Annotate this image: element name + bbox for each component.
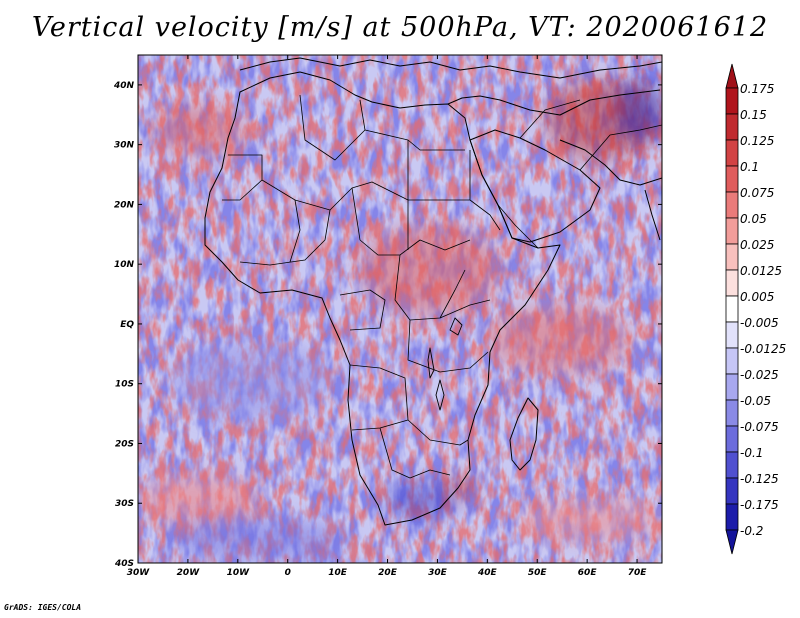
colorbar-swatch [725, 373, 739, 401]
colorbar-swatch [725, 503, 739, 531]
longitude-labels: 30W 20W 10W 0 10E 20E 30E 40E 50E 60E 70E [127, 568, 647, 578]
colorbar-label: 0.025 [740, 238, 774, 252]
india-coast [644, 189, 661, 241]
colorbar-swatch [725, 113, 739, 141]
lon-tick-label: 30W [127, 568, 151, 578]
lon-tick-label: 30E [428, 568, 448, 578]
colorbar-swatch [725, 451, 739, 479]
map-title: Vertical velocity [m/s] at 500hPa, VT: 2… [31, 12, 769, 43]
colorbar-label: 0.15 [740, 108, 767, 122]
lat-tick-label: 40S [114, 559, 134, 569]
descent-regions [170, 80, 662, 562]
lon-tick-label: 60E [578, 568, 598, 578]
lat-tick-label: 40N [113, 81, 135, 91]
persian-gulf [559, 139, 662, 186]
colorbar-swatch [725, 399, 739, 427]
colorbar-swatch [725, 477, 739, 505]
lakes [427, 317, 463, 411]
red-sea-coast [447, 89, 661, 116]
colorbar-swatch [725, 217, 739, 245]
lat-tick-label: 10N [114, 260, 135, 270]
colorbar-bottom-arrow [725, 529, 739, 555]
colorbar-swatch [725, 139, 739, 167]
colorbar-swatch [725, 87, 739, 115]
colorbar-swatch [725, 425, 739, 453]
colorbar-label: 0.1 [740, 160, 759, 174]
colorbar-label: -0.2 [740, 524, 763, 538]
colorbar-label: -0.125 [740, 472, 779, 486]
mediterranean-north [239, 57, 662, 79]
colorbar-swatch [725, 165, 739, 193]
colorbar-label: -0.05 [740, 394, 771, 408]
lat-tick-label: 20N [114, 200, 135, 210]
colorbar-swatch [725, 191, 739, 219]
colorbar-label: 0.0125 [740, 264, 782, 278]
latitude-labels: 40N 30N 20N 10N EQ 10S 20S 30S 40S [113, 81, 135, 569]
lon-tick-label: 70E [628, 568, 648, 578]
colorbar-swatch [725, 295, 739, 323]
country-borders [222, 94, 662, 479]
colorbar-label: 0.175 [740, 82, 774, 96]
lon-tick-label: 20E [378, 568, 398, 578]
colorbar-label: -0.1 [740, 446, 763, 460]
colorbar-label: 0.005 [740, 290, 774, 304]
lat-tick-label: EQ [120, 320, 134, 330]
colorbar-label: 0.075 [740, 186, 774, 200]
colorbar-swatch [725, 321, 739, 349]
colorbar-label: 0.125 [740, 134, 774, 148]
axis-ticks [137, 55, 662, 564]
colorbar-label: -0.175 [740, 498, 779, 512]
ascent-regions [140, 80, 660, 540]
colorbar-swatch [725, 243, 739, 271]
lat-tick-label: 10S [115, 380, 134, 390]
colorbar-label: -0.075 [740, 420, 779, 434]
colorbar-label: -0.005 [740, 316, 779, 330]
lon-tick-label: 10E [328, 568, 348, 578]
lat-tick-label: 30N [114, 141, 135, 151]
colorbar-label: -0.0125 [740, 342, 786, 356]
plot-frame [137, 54, 663, 564]
lat-tick-label: 30S [115, 499, 134, 509]
madagascar [509, 397, 539, 471]
lon-tick-label: 40E [477, 568, 498, 578]
colorbar-swatch [725, 269, 739, 297]
velocity-field [138, 55, 662, 563]
coastlines-and-borders [204, 57, 662, 526]
africa-coastline [204, 71, 561, 526]
lon-tick-label: 10W [227, 568, 251, 578]
colorbar-label: -0.025 [740, 368, 779, 382]
map-figure: 30W 20W 10W 0 10E 20E 30E 40E 50E 60E 70E 40N 30N 20… [113, 54, 786, 578]
lat-tick-label: 20S [115, 439, 134, 449]
colorbar-label: 0.05 [740, 212, 767, 226]
lon-tick-label: 20W [177, 568, 201, 578]
colorbar: 0.175 0.15 0.125 0.1 0.075 0.05 0.025 0.0125 0.0… [725, 63, 786, 555]
lon-tick-label: 0 [285, 568, 291, 578]
grads-credit: GrADS: IGES/COLA [4, 603, 82, 612]
colorbar-top-arrow [725, 63, 739, 89]
lon-tick-label: 50E [528, 568, 548, 578]
colorbar-swatch [725, 347, 739, 375]
